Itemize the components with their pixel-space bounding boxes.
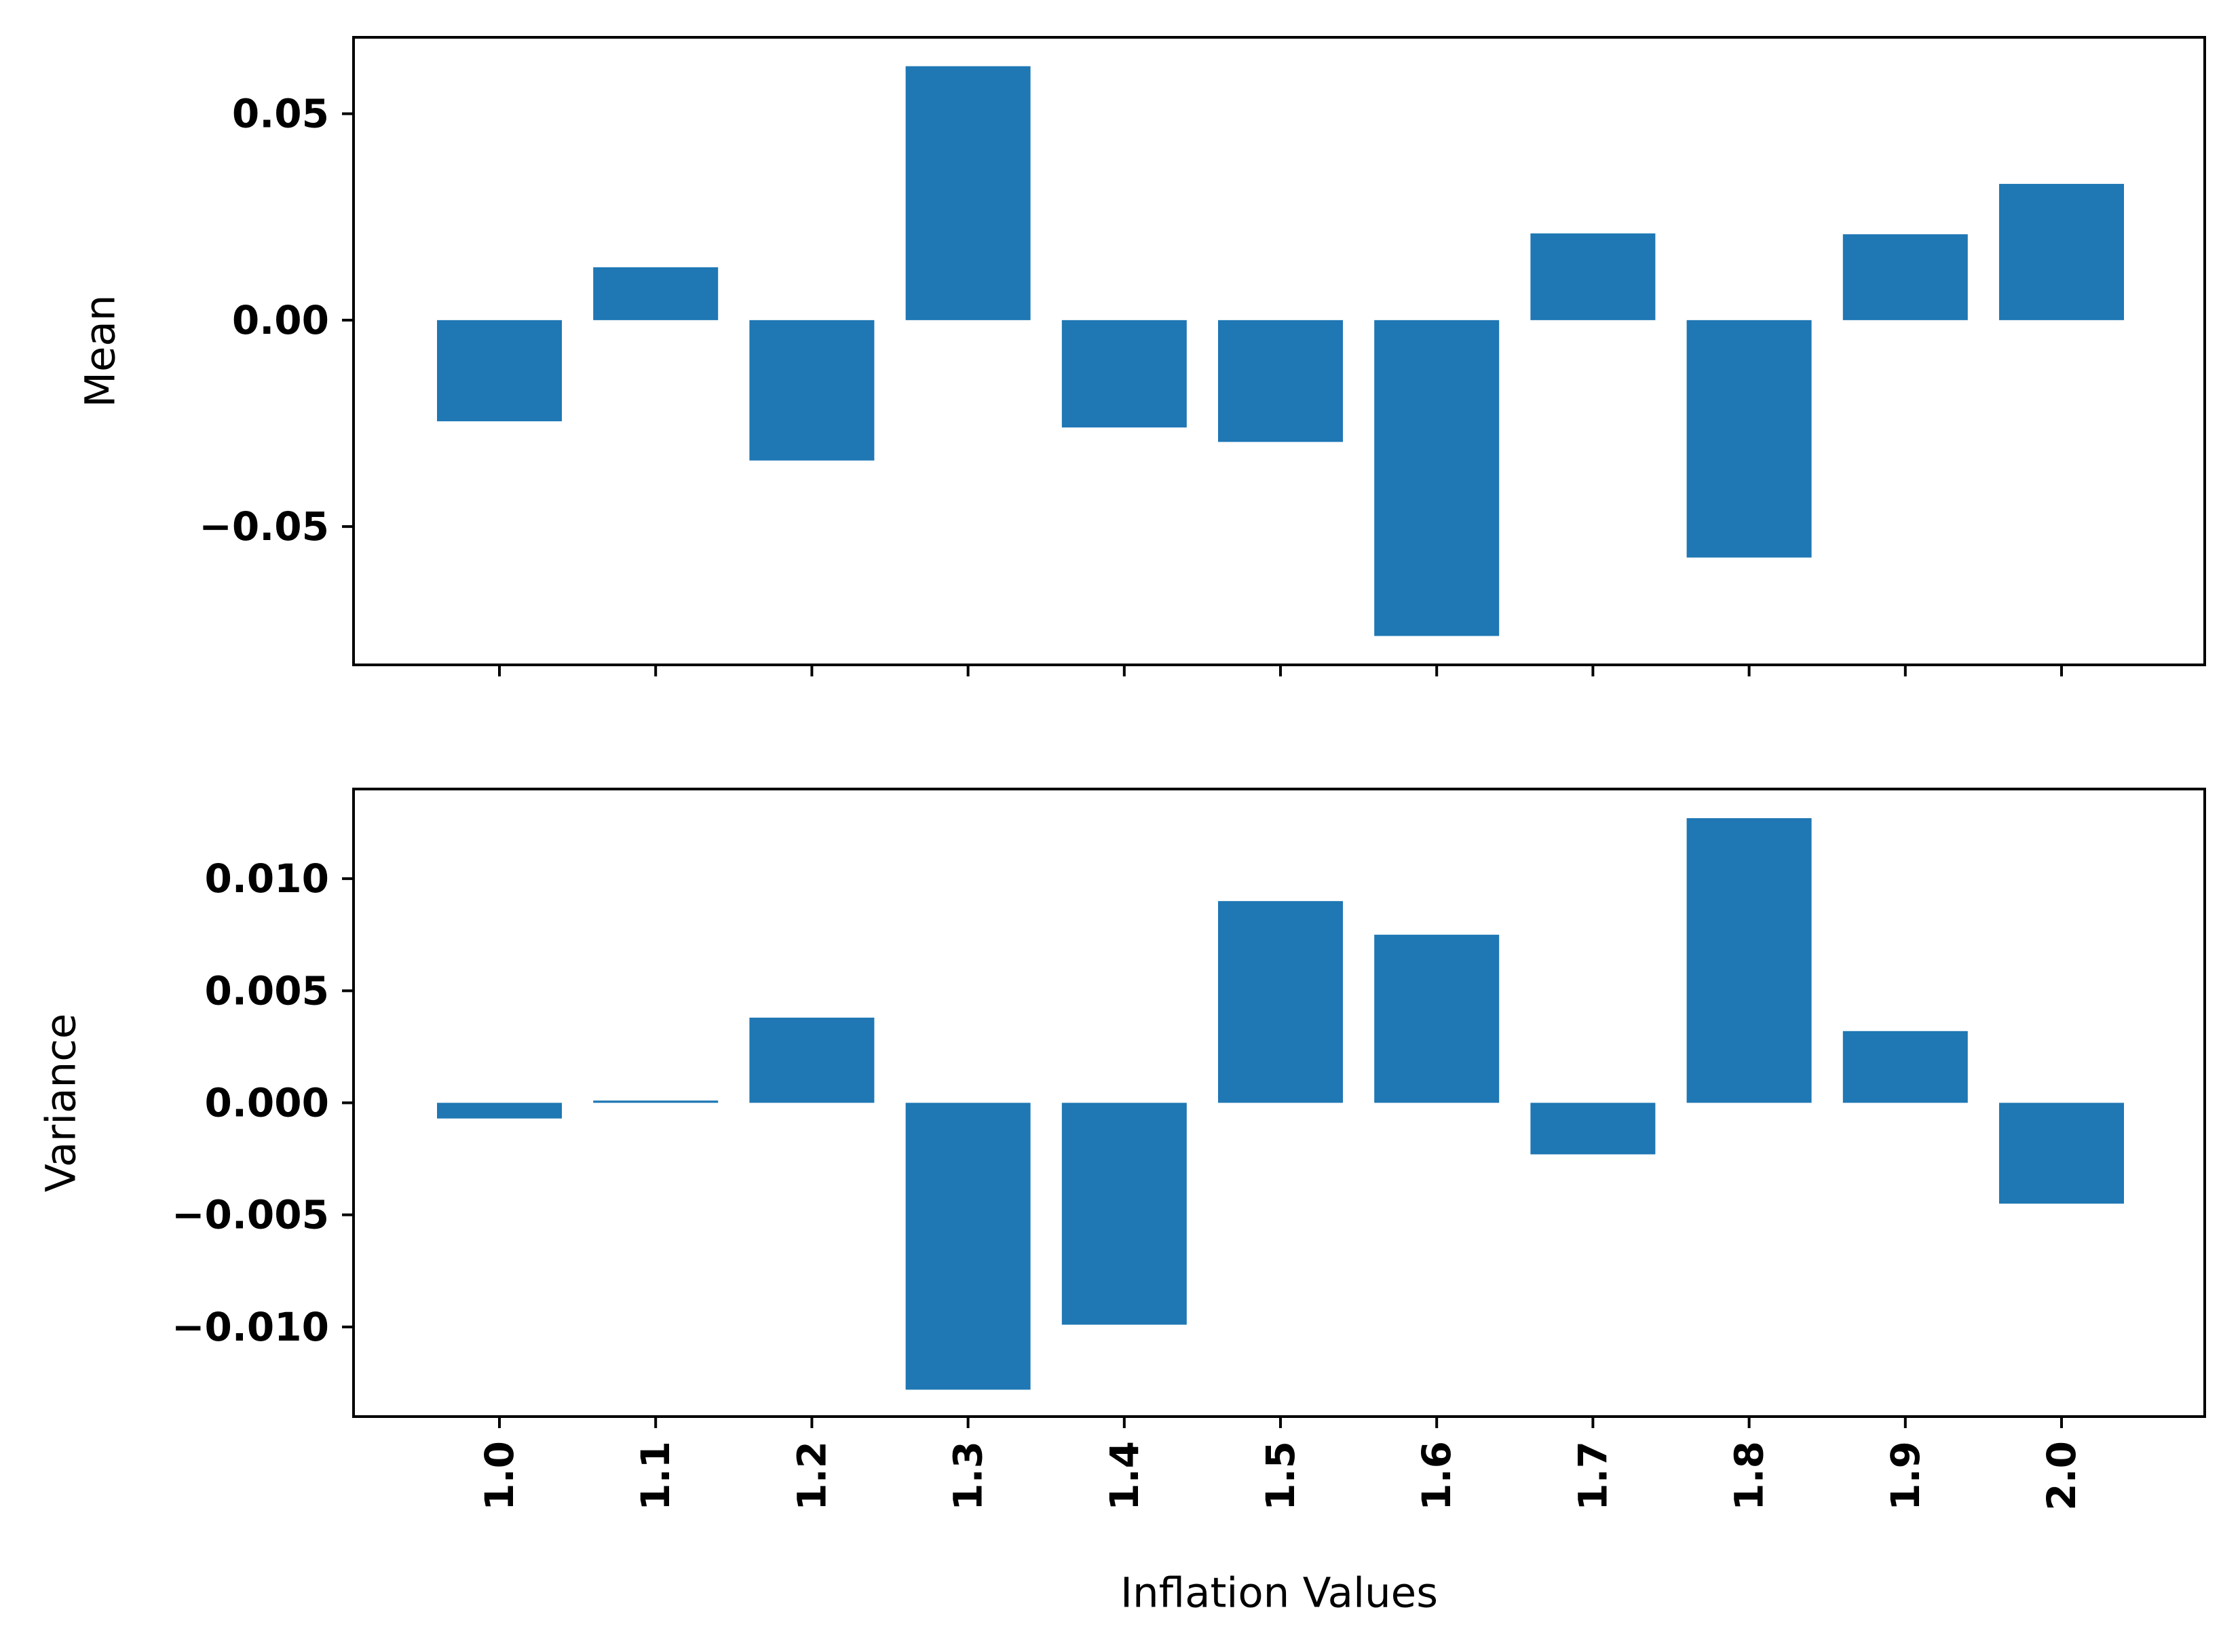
- bar-1.8: [1686, 818, 1812, 1103]
- y-tick-label: −0.05: [199, 503, 329, 550]
- bar-1.3: [905, 1102, 1031, 1390]
- bar-1.2: [749, 1017, 875, 1103]
- y-axis-label: Variance: [37, 1014, 86, 1193]
- y-tick-label: 0.000: [205, 1080, 329, 1126]
- x-tick-label-1.7: 1.7: [1570, 1441, 1616, 1511]
- x-tick-label-1.8: 1.8: [1726, 1441, 1772, 1511]
- bar-1.7: [1530, 1102, 1656, 1155]
- bar-1.9: [1842, 1031, 1968, 1103]
- y-axis-label: Mean: [77, 294, 125, 407]
- bar-1.5: [1218, 320, 1343, 442]
- y-tick-label: 0.010: [205, 856, 329, 902]
- bar-2.0: [1999, 184, 2124, 320]
- bar-1.1: [593, 267, 719, 320]
- bar-1.8: [1686, 320, 1812, 558]
- bar-1.3: [905, 66, 1031, 320]
- x-tick-label-1.2: 1.2: [789, 1441, 835, 1511]
- bar-1.5: [1218, 901, 1343, 1103]
- bar-1.2: [749, 320, 875, 461]
- mean-chart: −0.05 0.00 0.05 Mean: [77, 36, 2206, 676]
- y-tick-label: −0.005: [172, 1192, 329, 1238]
- bar-1.6: [1374, 320, 1500, 636]
- variance-chart: −0.010 −0.005 0.000 0.005 0.010 1.0 1.1 1.2 1.3 1…: [37, 788, 2206, 1617]
- bar-1.4: [1061, 1102, 1187, 1325]
- y-tick-label: 0.05: [232, 91, 329, 137]
- bar-2.0: [1999, 1102, 2124, 1204]
- y-tick-label: 0.00: [232, 297, 329, 343]
- x-tick-label-2.0: 2.0: [2038, 1441, 2085, 1511]
- bar-1.1: [593, 1100, 719, 1103]
- y-tick-label: −0.010: [172, 1304, 329, 1350]
- x-tick-label-1.4: 1.4: [1101, 1441, 1147, 1511]
- x-axis-label: Inflation Values: [1120, 1569, 1438, 1617]
- bar-1.0: [437, 320, 562, 421]
- y-tick-label: 0.005: [205, 967, 329, 1014]
- bar-1.7: [1530, 233, 1656, 320]
- x-tick-label-1.1: 1.1: [632, 1441, 679, 1511]
- x-tick-label-1.3: 1.3: [945, 1441, 991, 1511]
- x-tick-label-1.0: 1.0: [476, 1441, 523, 1511]
- bar-1.9: [1842, 234, 1968, 320]
- x-tick-label-1.9: 1.9: [1882, 1441, 1929, 1511]
- x-tick-label-1.6: 1.6: [1413, 1441, 1460, 1511]
- x-tick-label-1.5: 1.5: [1257, 1441, 1304, 1511]
- bar-1.0: [437, 1102, 562, 1119]
- bar-1.6: [1374, 934, 1500, 1103]
- bar-1.4: [1061, 320, 1187, 428]
